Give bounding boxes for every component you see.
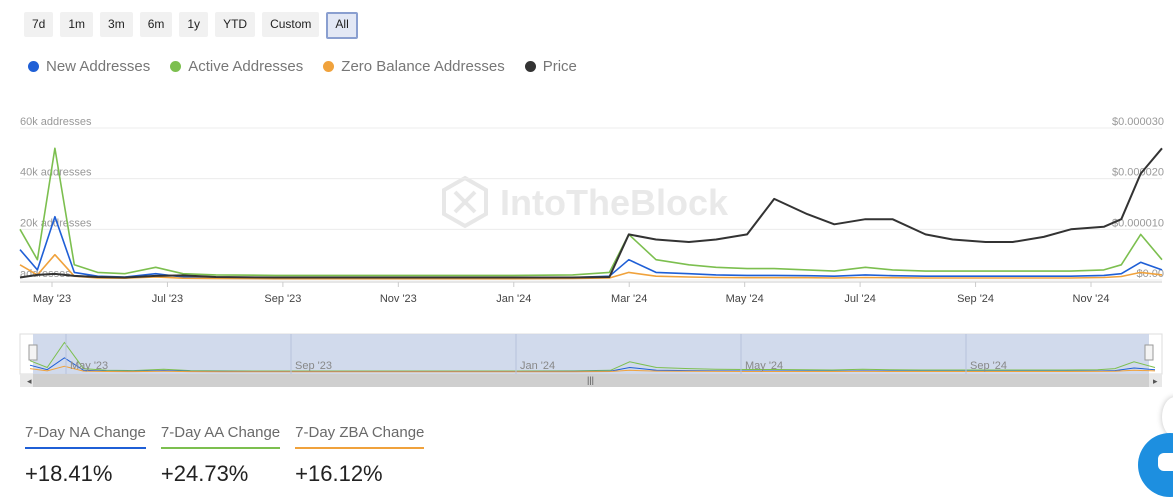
range-all-button[interactable]: All [326, 12, 358, 39]
range-selector: 7d 1m 3m 6m 1y YTD Custom All [24, 12, 358, 39]
legend-label: Active Addresses [188, 58, 304, 75]
legend-zero-balance-addresses[interactable]: Zero Balance Addresses [323, 58, 505, 75]
x-tick-label: Nov '24 [1073, 293, 1110, 305]
series-line-new-addresses [19, 215, 1163, 279]
stat-label: 7-Day AA Change [160, 420, 281, 449]
navigator-left-handle[interactable] [28, 344, 38, 361]
series-line-active-addresses [19, 147, 1163, 277]
x-tick-label: Jan '24 [496, 293, 531, 305]
x-tick-label: Jul '24 [844, 293, 875, 305]
navigator-selection[interactable] [33, 334, 1149, 374]
navigator-line [29, 341, 1156, 372]
series-line-price [19, 147, 1163, 279]
legend-dot-new-addresses [28, 61, 39, 72]
range-7d-button[interactable]: 7d [24, 12, 54, 37]
chart-legend: New Addresses Active Addresses Zero Bala… [28, 58, 577, 75]
stat-value: +16.12% [295, 461, 383, 486]
navigator-label: Jan '24 [520, 360, 555, 372]
legend-active-addresses[interactable]: Active Addresses [170, 58, 303, 75]
navigator-scrollbar-thumb[interactable] [33, 374, 1149, 387]
x-tick-label: Jul '23 [152, 293, 183, 305]
legend-dot-zero-balance-addresses [323, 61, 335, 72]
legend-label: Price [542, 58, 577, 75]
stat-value: +18.41% [25, 461, 113, 486]
y-right-tick-label: $0.000030 [1112, 116, 1164, 128]
x-tick-label: Nov '23 [380, 293, 417, 305]
navigator-label: Sep '24 [970, 360, 1007, 372]
navigator-label: May '23 [70, 360, 108, 372]
navigator-right-handle[interactable] [1144, 344, 1154, 361]
navigator-line [29, 365, 1156, 373]
y-right-tick-label: $0.000020 [1112, 167, 1164, 179]
navigator-label: May '24 [745, 360, 783, 372]
side-widget-handle[interactable] [1162, 397, 1173, 437]
range-1m-button[interactable]: 1m [60, 12, 94, 37]
legend-label: New Addresses [46, 58, 151, 75]
stat-label: 7-Day ZBA Change [295, 420, 425, 449]
x-tick-label: May '24 [726, 293, 764, 305]
y-left-tick-label: 40k addresses [20, 167, 92, 179]
chat-button[interactable] [1138, 433, 1173, 497]
chat-icon [1158, 453, 1173, 471]
range-6m-button[interactable]: 6m [139, 12, 173, 37]
navigator-label: Sep '23 [295, 360, 332, 372]
range-navigator[interactable]: May '23 Sep '23 Jan '24 May '24 Sep '24 ◂ ▸ … [0, 330, 1173, 390]
scroll-right-icon[interactable]: ▸ [1153, 376, 1158, 386]
range-custom-button[interactable]: Custom [262, 12, 320, 37]
scrollbar-grip-icon: ||| [587, 375, 594, 385]
x-tick-label: Sep '24 [957, 293, 994, 305]
legend-dot-price [524, 61, 536, 72]
y-left-tick-label: 20k addresses [20, 217, 92, 229]
watermark: IntoTheBlock [442, 175, 729, 229]
scroll-left-icon[interactable]: ◂ [27, 376, 32, 386]
y-right-tick-label: $0.000010 [1112, 217, 1164, 229]
legend-new-addresses[interactable]: New Addresses [28, 58, 150, 75]
stats-panel: 7-Day NA Change +18.41% 7-Day AA Change … [25, 420, 425, 487]
legend-price[interactable]: Price [524, 58, 577, 75]
range-3m-button[interactable]: 3m [100, 12, 133, 37]
stat-zba-change: 7-Day ZBA Change +16.12% [295, 420, 425, 487]
series-line-zero-balance-addresses [19, 253, 1163, 280]
range-ytd-button[interactable]: YTD [215, 12, 256, 37]
stat-label: 7-Day NA Change [25, 420, 146, 449]
stat-value: +24.73% [160, 461, 249, 486]
legend-dot-active-addresses [170, 61, 182, 72]
x-tick-label: May '23 [33, 293, 71, 305]
stat-aa-change: 7-Day AA Change +24.73% [160, 420, 281, 487]
watermark-text: IntoTheBlock [500, 182, 729, 223]
watermark-logo-icon [442, 175, 488, 229]
x-tick-label: Sep '23 [264, 293, 301, 305]
x-tick-label: Mar '24 [611, 293, 647, 305]
stat-na-change: 7-Day NA Change +18.41% [25, 420, 146, 487]
range-1y-button[interactable]: 1y [179, 12, 209, 37]
y-left-tick-label: 60k addresses [20, 116, 92, 128]
legend-label: Zero Balance Addresses [341, 58, 505, 75]
